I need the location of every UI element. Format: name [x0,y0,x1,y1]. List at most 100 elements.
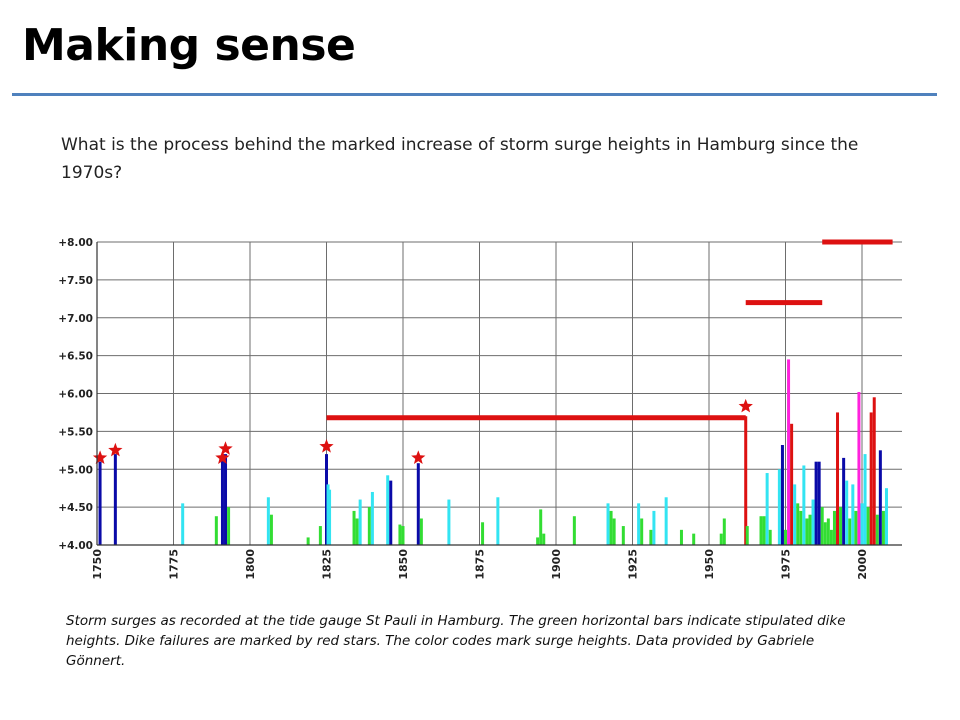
surge-bar [325,454,328,545]
surge-bar [842,457,846,545]
surge-bar [637,503,641,545]
title-divider [12,93,937,96]
x-tick-label: 1800 [244,549,257,580]
chart-grid [96,241,902,546]
surge-bar [722,518,726,545]
surge-bar [481,522,485,545]
surge-bar [744,416,748,545]
y-tick-label: +5.00 [58,464,93,476]
x-tick-label: 1950 [703,549,716,580]
surge-bar [872,397,876,545]
surge-bar [839,507,843,545]
surge-bar [765,473,769,545]
surge-bar [98,461,102,545]
x-tick-label: 1850 [397,549,410,580]
surge-bar [832,510,836,545]
surge-bar [367,507,371,545]
surge-bar [768,529,772,545]
surge-bar [370,491,374,545]
surge-bar [224,454,228,545]
dike-failure-star [218,441,233,455]
surge-bar [401,526,405,545]
surge-bar [805,518,809,545]
dike-failure-stars [92,398,753,464]
surge-bar [664,497,668,545]
dike-failure-star [738,398,753,413]
x-tick-label: 1925 [627,549,640,580]
surge-bar [398,524,402,545]
surge-bar [811,499,815,545]
surge-bars [98,359,888,545]
surge-bar [814,461,818,545]
surge-bar [386,475,390,545]
surge-bar [679,529,683,545]
surge-bar [745,526,749,545]
surge-bar [572,516,576,545]
surge-bar [848,518,852,545]
surge-bar [799,510,803,545]
dike-height-bars [326,239,893,421]
surge-bar [808,514,812,545]
surge-bar [352,510,356,545]
surge-bar [759,516,763,545]
surge-bar [790,423,794,545]
x-tick-label: 1750 [91,549,104,580]
x-tick-label: 1900 [550,549,563,580]
surge-bar [447,499,451,545]
surge-bar [692,533,696,545]
surge-bar [358,499,362,545]
surge-bar [823,522,827,545]
x-tick-label: 1875 [474,549,487,580]
dike-failure-star [319,439,334,453]
surge-bar [884,488,888,545]
dike-failure-star [215,450,230,464]
surge-bar [793,484,797,545]
slide-question: What is the process behind the marked in… [61,135,859,183]
surge-bar [829,529,833,545]
dike-height-bar [745,300,823,306]
surge-bar [539,509,543,545]
dike-height-bar [822,239,893,245]
surge-bar [214,516,218,545]
surge-bar [621,526,625,545]
surge-bar [609,510,613,545]
surge-bar [220,457,224,545]
y-tick-label: +6.00 [58,389,93,401]
surge-bar [652,510,656,545]
surge-bar [866,507,870,545]
chart-frame [96,242,902,546]
figure-caption: Storm surges as recorded at the tide gau… [66,613,846,669]
surge-bar [649,529,653,545]
surge-bar [306,537,310,545]
surge-bar [787,359,791,545]
surge-bar [416,463,420,545]
y-tick-label: +4.00 [58,540,93,552]
surge-bar [777,469,781,545]
dike-height-bar [326,415,746,421]
surge-bar [227,507,231,545]
surge-bar [328,489,332,545]
surge-bar [780,445,784,545]
x-axis-tick-labels: 1750 1775 1800 1825 1850 1875 1900 1925 1950 1975… [91,549,869,580]
surge-bar [826,518,830,545]
surge-bar [869,412,873,545]
x-tick-label: 1775 [168,549,181,580]
surge-bar [355,518,359,545]
surge-bar [536,537,540,545]
y-tick-label: +8.00 [58,237,93,249]
surge-bar [318,526,322,545]
surge-bar [854,510,858,545]
x-tick-label: 1825 [321,549,334,580]
y-tick-label: +7.00 [58,313,93,325]
surge-bar [612,518,616,545]
surge-bar [845,480,849,545]
slide-title: Making sense [22,20,356,71]
dike-failure-star [92,450,108,464]
surge-bar [796,503,800,545]
y-tick-label: +6.50 [58,351,93,363]
surge-bar [496,497,500,545]
surge-bar [863,454,867,545]
surge-bar [640,518,644,545]
surge-bar [836,412,840,545]
y-tick-label: +5.50 [58,426,93,438]
